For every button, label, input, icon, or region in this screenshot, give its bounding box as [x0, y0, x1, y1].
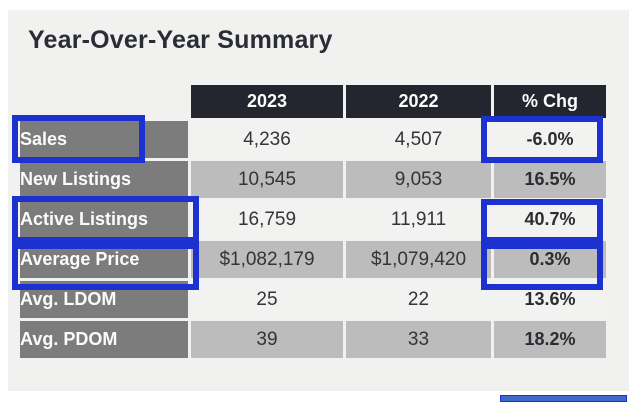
value-2023: 39	[191, 321, 343, 358]
table-row-sales: Sales 4,236 4,507 -6.0%	[20, 121, 606, 158]
value-2022: 4,507	[346, 121, 491, 158]
table-row-active-listings: Active Listings 16,759 11,911 40.7%	[20, 201, 606, 238]
value-2022: 22	[346, 281, 491, 318]
value-2023: $1,082,179	[191, 241, 343, 278]
row-label: Avg. PDOM	[20, 321, 188, 358]
row-label: Avg. LDOM	[20, 281, 188, 318]
table-header-row: 2023 2022 % Chg	[20, 85, 606, 118]
column-header-2023: 2023	[191, 85, 343, 118]
row-label: Average Price	[20, 241, 188, 278]
value-2023: 25	[191, 281, 343, 318]
column-header-2022: 2022	[346, 85, 491, 118]
page-title: Year-Over-Year Summary	[28, 26, 333, 54]
partial-blue-bar	[500, 395, 627, 402]
value-2022: 33	[346, 321, 491, 358]
value-pct-chg: 16.5%	[494, 161, 606, 198]
value-pct-chg: -6.0%	[494, 121, 606, 158]
header-spacer-cell	[20, 85, 188, 118]
row-label: New Listings	[20, 161, 188, 198]
value-2023: 16,759	[191, 201, 343, 238]
value-2022: 9,053	[346, 161, 491, 198]
table-row-new-listings: New Listings 10,545 9,053 16.5%	[20, 161, 606, 198]
value-2022: 11,911	[346, 201, 491, 238]
value-2023: 4,236	[191, 121, 343, 158]
value-pct-chg: 40.7%	[494, 201, 606, 238]
value-pct-chg: 13.6%	[494, 281, 606, 318]
row-label: Sales	[20, 121, 188, 158]
table-row-avg-ldom: Avg. LDOM 25 22 13.6%	[20, 281, 606, 318]
table-row-average-price: Average Price $1,082,179 $1,079,420 0.3%	[20, 241, 606, 278]
column-header-pct-chg: % Chg	[494, 85, 606, 118]
value-pct-chg: 18.2%	[494, 321, 606, 358]
value-pct-chg: 0.3%	[494, 241, 606, 278]
row-label: Active Listings	[20, 201, 188, 238]
value-2022: $1,079,420	[346, 241, 491, 278]
value-2023: 10,545	[191, 161, 343, 198]
table-row-avg-pdom: Avg. PDOM 39 33 18.2%	[20, 321, 606, 358]
year-over-year-table: 2023 2022 % Chg Sales 4,236 4,507 -6.0% …	[17, 82, 609, 361]
